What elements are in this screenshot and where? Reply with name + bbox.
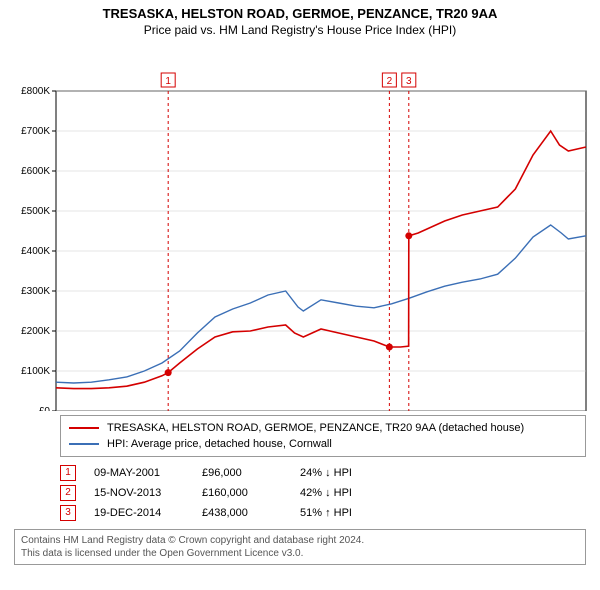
svg-text:£0: £0 <box>39 406 51 411</box>
event-price: £96,000 <box>202 463 282 483</box>
event-number-box: 1 <box>60 465 76 481</box>
footer-line1: Contains HM Land Registry data © Crown c… <box>21 534 579 547</box>
page-title: TRESASKA, HELSTON ROAD, GERMOE, PENZANCE… <box>0 0 600 21</box>
event-date: 15-NOV-2013 <box>94 483 184 503</box>
legend-swatch <box>69 427 99 429</box>
event-number-box: 2 <box>60 485 76 501</box>
event-diff: 42% ↓ HPI <box>300 483 390 503</box>
footer-line2: This data is licensed under the Open Gov… <box>21 547 579 560</box>
svg-text:£200K: £200K <box>21 326 50 337</box>
page-subtitle: Price paid vs. HM Land Registry's House … <box>0 21 600 41</box>
svg-text:£100K: £100K <box>21 366 50 377</box>
svg-text:£500K: £500K <box>21 206 50 217</box>
event-diff: 24% ↓ HPI <box>300 463 390 483</box>
legend: TRESASKA, HELSTON ROAD, GERMOE, PENZANCE… <box>60 415 586 457</box>
event-date: 19-DEC-2014 <box>94 503 184 523</box>
event-date: 09-MAY-2001 <box>94 463 184 483</box>
svg-text:£800K: £800K <box>21 86 50 97</box>
svg-text:2: 2 <box>387 76 393 87</box>
legend-swatch <box>69 443 99 445</box>
svg-text:£700K: £700K <box>21 126 50 137</box>
svg-text:3: 3 <box>406 76 412 87</box>
event-diff: 51% ↑ HPI <box>300 503 390 523</box>
svg-text:£400K: £400K <box>21 246 50 257</box>
event-row: 1 09-MAY-2001 £96,000 24% ↓ HPI <box>60 463 586 483</box>
legend-row: HPI: Average price, detached house, Corn… <box>69 436 577 452</box>
price-chart: £0 £100K £200K £300K £400K £500K £600K £700K £80… <box>0 41 600 411</box>
events-table: 1 09-MAY-2001 £96,000 24% ↓ HPI 2 15-NOV-2013… <box>60 463 586 523</box>
legend-row: TRESASKA, HELSTON ROAD, GERMOE, PENZANCE… <box>69 420 577 436</box>
svg-text:£300K: £300K <box>21 286 50 297</box>
event-number-box: 3 <box>60 505 76 521</box>
legend-label: TRESASKA, HELSTON ROAD, GERMOE, PENZANCE… <box>107 420 524 436</box>
event-row: 2 15-NOV-2013 £160,000 42% ↓ HPI <box>60 483 586 503</box>
legend-label: HPI: Average price, detached house, Corn… <box>107 436 332 452</box>
svg-text:£600K: £600K <box>21 166 50 177</box>
svg-text:1: 1 <box>165 76 171 87</box>
event-row: 3 19-DEC-2014 £438,000 51% ↑ HPI <box>60 503 586 523</box>
event-price: £438,000 <box>202 503 282 523</box>
footer-note: Contains HM Land Registry data © Crown c… <box>14 529 586 565</box>
event-price: £160,000 <box>202 483 282 503</box>
